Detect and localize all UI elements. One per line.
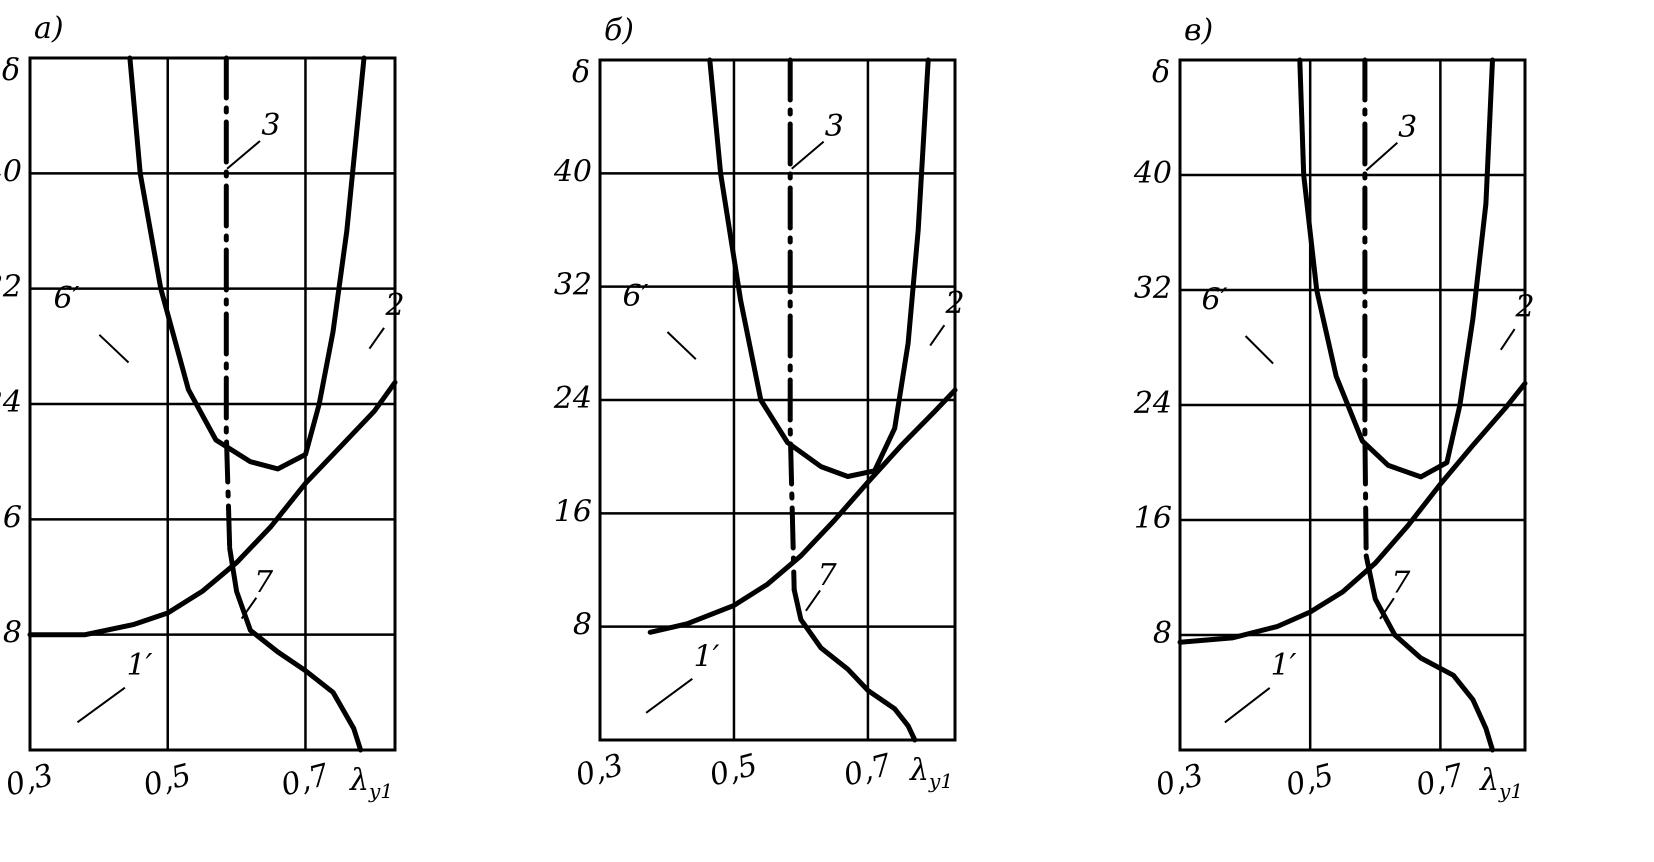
leader-line bbox=[1379, 597, 1395, 620]
curve-label: 3 bbox=[825, 109, 844, 144]
curve-label: 6′ bbox=[623, 279, 649, 314]
leader-line bbox=[1244, 335, 1274, 365]
x-tick-label: 0,7 bbox=[278, 757, 334, 803]
x-tick-label: 0,3 bbox=[1152, 757, 1207, 803]
curve-label: 3 bbox=[1398, 110, 1417, 145]
curve-label: 6′ bbox=[54, 281, 80, 316]
leader-line bbox=[805, 589, 821, 612]
x-axis-label: λy1 bbox=[1479, 763, 1523, 803]
curve bbox=[227, 545, 364, 753]
leader-line bbox=[645, 677, 693, 714]
curve bbox=[1297, 57, 1495, 480]
y-tick-label: 16 bbox=[0, 500, 22, 535]
leader-line bbox=[791, 140, 825, 170]
y-tick-label: 8 bbox=[3, 616, 22, 651]
y-tick-label: 40 bbox=[0, 154, 22, 189]
y-tick-label: 32 bbox=[1134, 271, 1172, 306]
curve bbox=[647, 387, 958, 635]
x-axis-label-sub: y1 bbox=[1498, 779, 1523, 803]
curve-label: 1′ bbox=[1271, 648, 1297, 683]
x-tick-label: 0,7 bbox=[840, 747, 896, 793]
y-tick-label: 16 bbox=[1134, 501, 1172, 536]
x-axis-label-main: λ bbox=[909, 753, 929, 788]
curve-label: 6′ bbox=[1202, 283, 1228, 318]
y-tick-label: 40 bbox=[553, 154, 592, 189]
leader-line bbox=[98, 334, 130, 364]
curve bbox=[791, 587, 918, 743]
x-tick-label: 0,5 bbox=[1282, 757, 1337, 803]
panel-label: в) bbox=[1184, 13, 1213, 48]
curve-label: 2 bbox=[944, 286, 964, 321]
curve bbox=[707, 57, 931, 479]
curve-label: 2 bbox=[384, 288, 404, 323]
y-tick-label: 24 bbox=[1133, 386, 1172, 421]
x-tick-label: 0,3 bbox=[572, 747, 627, 793]
y-axis-label: δ bbox=[2, 53, 20, 88]
y-tick-label: 16 bbox=[554, 494, 592, 529]
curve-label: 7 bbox=[818, 558, 838, 593]
y-tick-label: 24 bbox=[0, 385, 22, 420]
panel-label: а) bbox=[34, 11, 64, 46]
curve bbox=[223, 55, 233, 551]
x-axis-label: λy1 bbox=[909, 753, 953, 793]
curve-label: 1′ bbox=[127, 648, 153, 683]
leader-line bbox=[240, 597, 258, 620]
leader-line bbox=[226, 140, 261, 170]
y-tick-label: 32 bbox=[0, 270, 22, 305]
curve-label: 1′ bbox=[694, 639, 720, 674]
curve bbox=[787, 57, 797, 593]
leader-line bbox=[929, 324, 946, 347]
leader-line bbox=[368, 327, 385, 350]
curve bbox=[1363, 553, 1495, 753]
y-tick-label: 40 bbox=[1133, 156, 1172, 191]
x-tick-label: 0,3 bbox=[2, 757, 57, 803]
x-tick-label: 0,5 bbox=[706, 747, 761, 793]
y-tick-label: 24 bbox=[553, 381, 592, 416]
y-axis-label: δ bbox=[1152, 55, 1170, 90]
curve bbox=[27, 379, 398, 638]
curve-label: 2 bbox=[1514, 289, 1534, 324]
x-axis-label-sub: y1 bbox=[928, 769, 953, 793]
x-axis-label: λy1 bbox=[349, 763, 393, 803]
leader-line bbox=[1365, 142, 1399, 172]
y-tick-label: 8 bbox=[573, 608, 592, 643]
curve bbox=[1177, 380, 1528, 645]
curve-label: 7 bbox=[254, 565, 274, 600]
x-tick-label: 0,5 bbox=[140, 757, 195, 803]
leader-line bbox=[76, 686, 126, 724]
curve-label: 3 bbox=[261, 108, 280, 143]
curve bbox=[1362, 57, 1369, 559]
x-axis-label-main: λ bbox=[1479, 763, 1499, 798]
y-tick-label: 8 bbox=[1153, 616, 1172, 651]
curve-label: 7 bbox=[1391, 565, 1411, 600]
y-tick-label: 32 bbox=[554, 268, 592, 303]
x-axis-label-sub: y1 bbox=[368, 779, 393, 803]
panel-label: б) bbox=[604, 13, 634, 48]
x-axis-label-main: λ bbox=[349, 763, 369, 798]
y-axis-label: δ bbox=[572, 55, 590, 90]
curve bbox=[127, 55, 367, 472]
leader-line bbox=[666, 331, 697, 360]
leader-line bbox=[1224, 687, 1271, 724]
leader-line bbox=[1500, 328, 1516, 351]
x-tick-label: 0,7 bbox=[1412, 757, 1468, 803]
